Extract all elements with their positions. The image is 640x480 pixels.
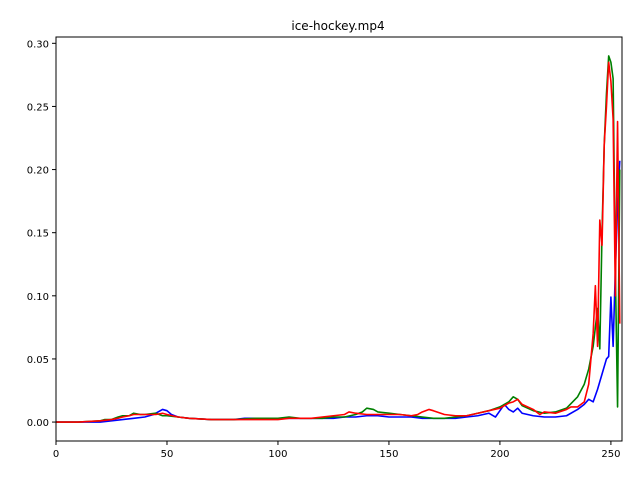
y-tick-label: 0.25 bbox=[27, 102, 49, 113]
x-tick-label: 250 bbox=[601, 449, 620, 460]
plot-frame bbox=[55, 36, 623, 442]
x-tick-label: 150 bbox=[379, 449, 398, 460]
series-layer bbox=[56, 55, 621, 423]
y-tick-label: 0.20 bbox=[27, 166, 49, 177]
series-line-3 bbox=[56, 61, 621, 423]
x-tick-label: 0 bbox=[53, 449, 59, 460]
x-tick-label: 50 bbox=[161, 449, 174, 460]
y-tick-label: 0.30 bbox=[27, 39, 49, 50]
y-tick-label: 0.00 bbox=[27, 418, 49, 429]
x-tick-label: 200 bbox=[490, 449, 509, 460]
y-tick-label: 0.10 bbox=[27, 292, 49, 303]
y-tick-label: 0.15 bbox=[27, 229, 49, 240]
x-tick-label: 100 bbox=[268, 449, 287, 460]
y-tick-label: 0.05 bbox=[27, 355, 49, 366]
axis-layer: 0 50 100 150 200 250 0.00 0.05 0.10 0.15 0.20 0.25 0… bbox=[27, 39, 621, 460]
series-line-1 bbox=[56, 160, 621, 423]
chart-title: ice-hockey.mp4 bbox=[291, 19, 384, 33]
